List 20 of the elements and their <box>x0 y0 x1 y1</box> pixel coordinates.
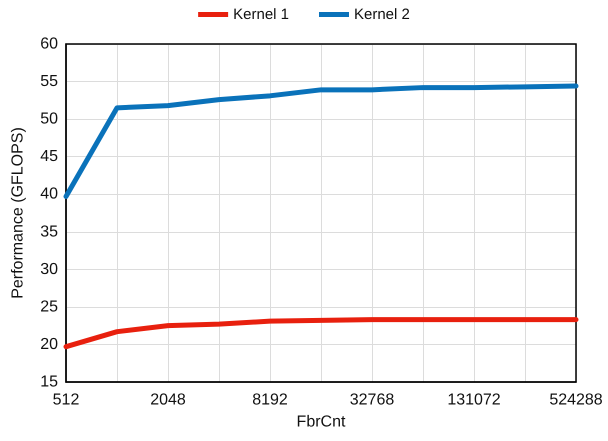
y-axis-title: Performance (GFLOPS) <box>10 127 26 299</box>
y-tick-label: 20 <box>40 336 58 353</box>
legend-label: Kernel 1 <box>233 6 290 23</box>
x-tick-label: 32768 <box>350 392 394 408</box>
y-tick-label: 40 <box>40 186 58 203</box>
y-tick-label: 60 <box>40 36 58 52</box>
x-tick-label: 131072 <box>447 392 501 408</box>
y-tick-label: 15 <box>40 374 58 390</box>
y-tick-label: 30 <box>40 260 58 278</box>
y-tick-label: 25 <box>40 298 58 316</box>
y-tick-label: 50 <box>40 110 58 128</box>
x-tick-label: 524288 <box>549 392 603 408</box>
x-tick-label: 8192 <box>252 392 288 408</box>
legend-label: Kernel 2 <box>354 6 410 23</box>
x-tick-label: 512 <box>52 392 80 408</box>
y-tick-label: 35 <box>40 223 58 240</box>
x-tick-label: 2048 <box>150 392 186 408</box>
x-axis-title: FbrCnt <box>296 414 346 430</box>
y-tick-label: 45 <box>40 148 58 166</box>
y-tick-label: 55 <box>40 73 58 90</box>
